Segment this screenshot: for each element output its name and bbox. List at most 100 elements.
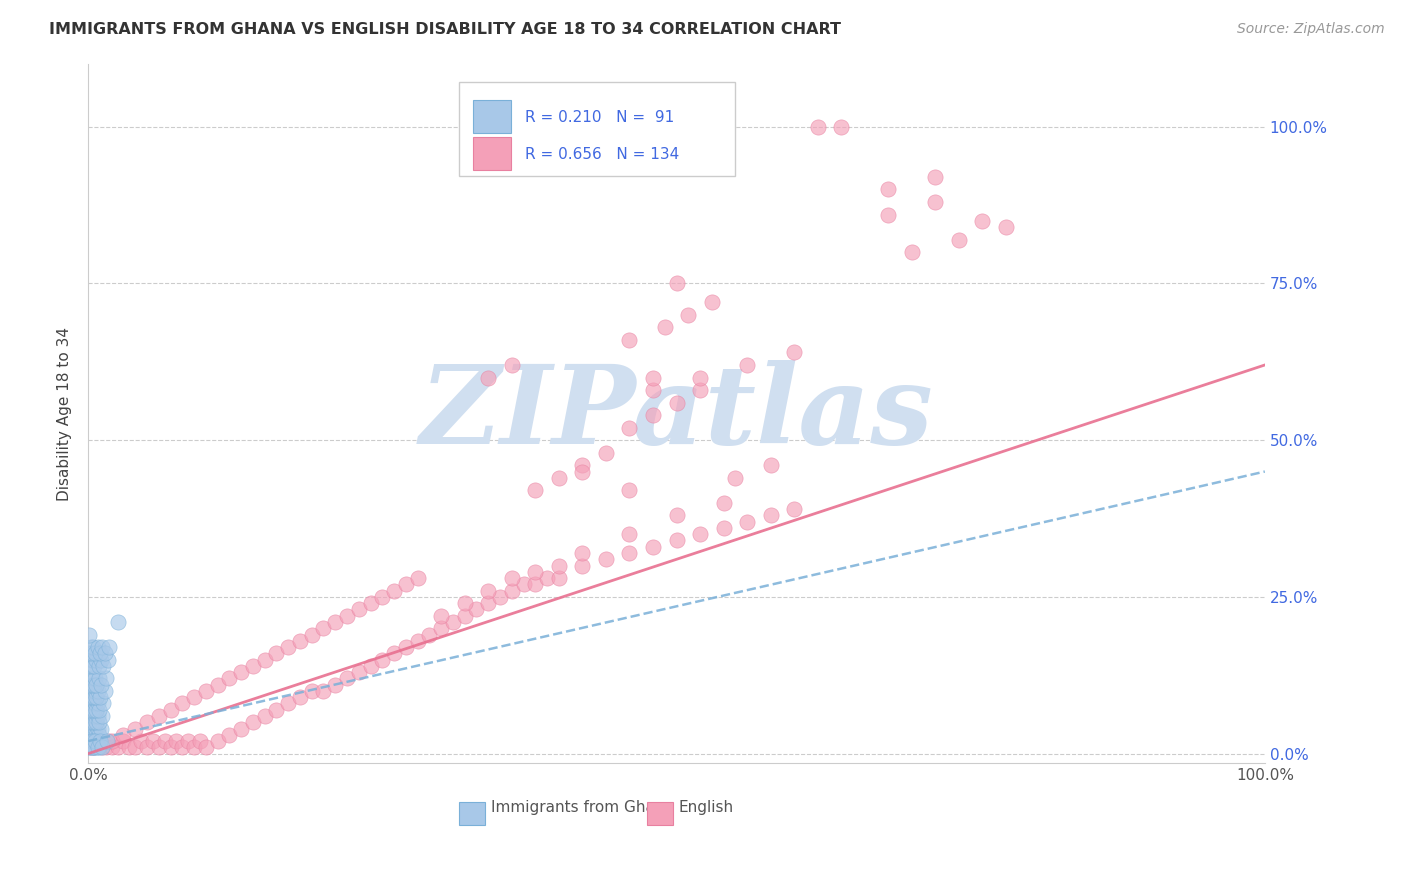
Point [172, 697, 194, 711]
Point [80, 715, 103, 730]
Point [86, 684, 108, 698]
Point [79, 658, 101, 673]
Point [79, 715, 101, 730]
Point [323, 678, 346, 692]
Point [713, 496, 735, 510]
Point [83, 740, 105, 755]
Point [93, 697, 115, 711]
Point [93, 658, 115, 673]
Point [79, 709, 101, 723]
Point [83, 715, 105, 730]
Point [477, 370, 499, 384]
Point [406, 571, 429, 585]
Point [418, 627, 440, 641]
Point [98, 640, 121, 654]
Point [82, 734, 104, 748]
Text: English: English [679, 800, 734, 815]
Point [735, 358, 758, 372]
Point [430, 608, 453, 623]
Point [619, 483, 641, 498]
Point [183, 690, 205, 705]
Point [218, 728, 240, 742]
Point [877, 207, 900, 221]
Point [94, 740, 117, 755]
Point [129, 734, 152, 748]
Point [441, 615, 464, 629]
Point [571, 465, 593, 479]
Point [84, 734, 107, 748]
Point [501, 571, 523, 585]
Point [79, 627, 101, 641]
Point [571, 546, 593, 560]
Point [689, 527, 711, 541]
Point [83, 690, 105, 705]
Point [94, 672, 117, 686]
Point [86, 722, 108, 736]
Point [86, 652, 108, 666]
Point [312, 621, 335, 635]
Point [619, 420, 641, 434]
Point [465, 602, 488, 616]
Point [83, 703, 105, 717]
Point [177, 734, 200, 748]
FancyBboxPatch shape [458, 802, 485, 824]
Point [371, 590, 394, 604]
Point [118, 740, 141, 755]
Point [994, 220, 1017, 235]
Point [91, 740, 114, 755]
Point [183, 740, 205, 755]
Point [948, 233, 970, 247]
Point [136, 740, 159, 755]
Point [93, 646, 115, 660]
Point [86, 703, 108, 717]
Point [124, 740, 146, 755]
Point [524, 565, 547, 579]
Point [207, 678, 229, 692]
Point [86, 740, 108, 755]
Point [253, 709, 276, 723]
Point [571, 558, 593, 573]
Point [86, 728, 108, 742]
Point [724, 471, 747, 485]
Point [700, 295, 723, 310]
Point [288, 633, 311, 648]
Point [79, 697, 101, 711]
Point [89, 734, 111, 748]
Point [360, 596, 382, 610]
Point [689, 383, 711, 397]
Point [82, 734, 104, 748]
Point [90, 678, 112, 692]
Point [80, 658, 103, 673]
Point [84, 672, 107, 686]
Point [595, 552, 617, 566]
Point [87, 658, 110, 673]
Point [336, 672, 359, 686]
Point [159, 740, 181, 755]
Point [148, 740, 170, 755]
Point [87, 703, 110, 717]
Point [172, 740, 194, 755]
Text: R = 0.210   N =  91: R = 0.210 N = 91 [524, 111, 673, 126]
FancyBboxPatch shape [472, 100, 510, 133]
Point [79, 640, 101, 654]
Point [98, 734, 121, 748]
Point [153, 734, 176, 748]
Point [91, 709, 114, 723]
Point [783, 502, 806, 516]
Point [79, 734, 101, 748]
Point [112, 728, 135, 742]
Point [107, 615, 129, 629]
Point [641, 540, 664, 554]
Point [89, 690, 111, 705]
FancyBboxPatch shape [458, 81, 735, 176]
Point [242, 658, 264, 673]
Point [877, 182, 900, 196]
Point [89, 734, 111, 748]
Point [82, 684, 104, 698]
Point [360, 658, 382, 673]
Point [83, 740, 105, 755]
Point [79, 740, 101, 755]
Point [91, 640, 114, 654]
Point [80, 690, 103, 705]
Point [79, 728, 101, 742]
